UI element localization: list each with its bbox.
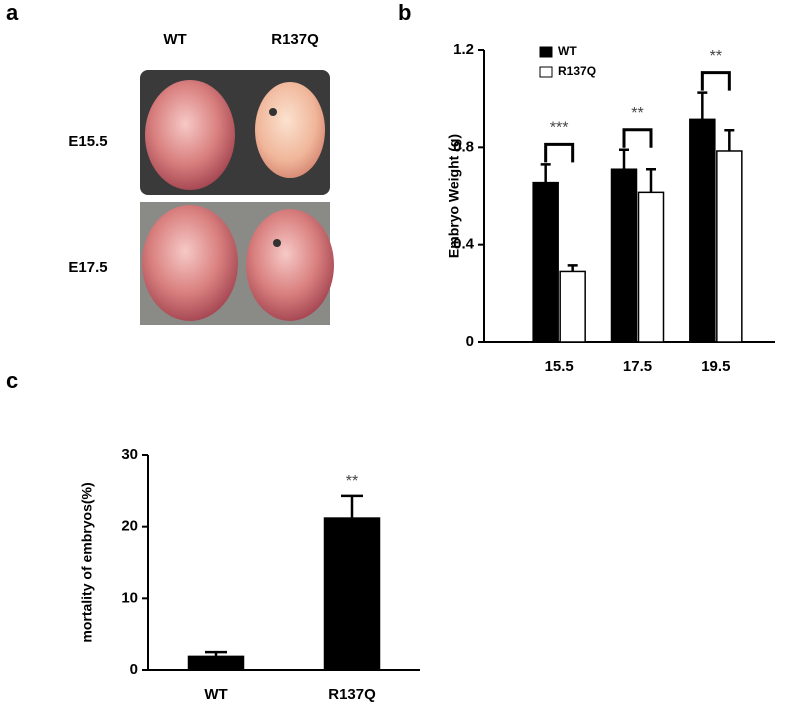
photo bbox=[140, 70, 330, 195]
significance-bracket bbox=[544, 142, 575, 163]
significance-label: ** bbox=[631, 105, 643, 122]
x-tick-label: R137Q bbox=[328, 686, 376, 702]
bar bbox=[323, 517, 381, 671]
y-tick-label: 30 bbox=[121, 446, 138, 463]
bar bbox=[559, 270, 586, 343]
panel-label: a bbox=[6, 0, 19, 25]
y-tick-label: 0.4 bbox=[453, 236, 475, 253]
y-tick-label: 0 bbox=[130, 661, 138, 678]
significance-label: ** bbox=[710, 48, 722, 65]
panel-label: c bbox=[6, 368, 18, 393]
y-tick-label: 0.8 bbox=[453, 138, 474, 155]
bar bbox=[187, 655, 245, 671]
error-bar bbox=[205, 650, 227, 657]
x-tick-label: 19.5 bbox=[701, 358, 730, 375]
column-label: WT bbox=[163, 31, 186, 48]
y-axis-label: mortality of embryos(%) bbox=[79, 482, 95, 642]
y-tick-label: 20 bbox=[121, 518, 138, 535]
column-label: R137Q bbox=[271, 31, 319, 48]
x-tick-label: WT bbox=[204, 686, 227, 702]
bar bbox=[689, 118, 716, 343]
x-tick-label: 15.5 bbox=[545, 358, 574, 375]
error-bar bbox=[646, 167, 656, 193]
legend-label: WT bbox=[558, 44, 577, 58]
significance-bracket bbox=[700, 71, 731, 91]
error-bar bbox=[724, 129, 735, 151]
significance-bracket bbox=[622, 128, 653, 148]
bar bbox=[637, 191, 665, 343]
y-axis-label: Embryo Weight (g) bbox=[446, 134, 462, 258]
x-tick-label: 17.5 bbox=[623, 358, 652, 375]
significance-label: ** bbox=[346, 473, 358, 490]
y-tick-label: 0 bbox=[466, 333, 474, 350]
y-tick-label: 1.2 bbox=[453, 41, 474, 58]
bar bbox=[716, 150, 743, 343]
error-bar bbox=[697, 91, 708, 120]
row-label: E15.5 bbox=[68, 133, 107, 150]
legend-swatch bbox=[539, 46, 553, 58]
error-bar bbox=[567, 264, 578, 272]
bar bbox=[610, 168, 638, 343]
error-bar bbox=[341, 494, 363, 519]
error-bar bbox=[540, 163, 551, 183]
significance-label: *** bbox=[550, 120, 569, 137]
bar bbox=[532, 181, 559, 343]
error-bar bbox=[619, 148, 629, 170]
legend-label: R137Q bbox=[558, 64, 596, 78]
panel-label: b bbox=[398, 0, 411, 25]
y-tick-label: 10 bbox=[121, 589, 138, 606]
legend-swatch bbox=[539, 66, 553, 78]
photo bbox=[140, 202, 334, 325]
row-label: E17.5 bbox=[68, 259, 107, 276]
